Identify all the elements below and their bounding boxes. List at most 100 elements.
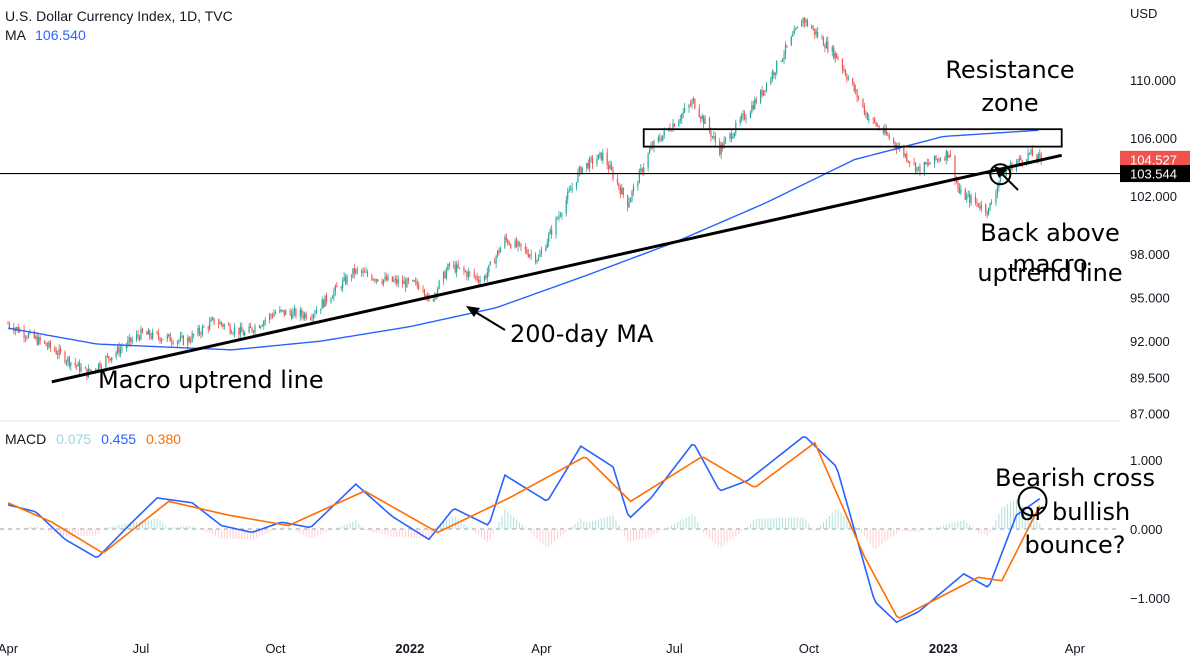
candle: [147, 327, 149, 335]
histogram-bar: [115, 525, 117, 529]
candle: [138, 334, 141, 342]
candle: [213, 317, 215, 326]
histogram-bar: [782, 518, 784, 529]
price-axis: 110.000 106.000 102.000 98.000 95.000 92.000 8…: [1130, 73, 1177, 422]
candle: [222, 323, 224, 330]
histogram-bar: [910, 529, 912, 532]
candle: [862, 98, 864, 109]
candle: [223, 323, 225, 330]
histogram-bar: [1007, 504, 1009, 529]
candle: [432, 298, 434, 302]
ma-arrow: [466, 306, 506, 331]
candle: [137, 330, 139, 341]
candle: [320, 308, 322, 315]
histogram-bar: [972, 527, 974, 529]
histogram-bar: [951, 523, 953, 529]
histogram-bar: [472, 529, 474, 531]
candle: [38, 334, 40, 346]
histogram-bar: [405, 529, 407, 538]
candle: [217, 318, 220, 329]
histogram-bar: [948, 523, 950, 529]
histogram-bar: [901, 529, 903, 532]
candle: [35, 334, 37, 340]
histogram-bar: [761, 518, 763, 529]
histogram-bar: [451, 516, 453, 529]
candle: [609, 160, 611, 170]
histogram-bar: [200, 529, 202, 530]
histogram-bar: [188, 526, 190, 529]
candle: [977, 203, 979, 208]
histogram-bar: [939, 526, 941, 529]
candle: [575, 182, 578, 191]
histogram-bar: [960, 520, 962, 529]
histogram-bar: [703, 529, 705, 533]
candle: [958, 183, 960, 194]
candle: [198, 325, 201, 337]
candle: [703, 115, 705, 128]
candle: [260, 325, 262, 330]
histogram-bar: [688, 515, 690, 529]
macd-histogram: [7, 499, 1041, 549]
candle: [494, 257, 496, 264]
candle: [651, 141, 654, 150]
candle: [916, 167, 918, 175]
candle: [755, 96, 757, 105]
time-tick-label: Jul: [666, 641, 683, 656]
histogram-bar: [63, 529, 65, 537]
histogram-bar: [124, 523, 126, 529]
histogram-bar: [171, 527, 173, 529]
time-tick-label: Oct: [799, 641, 820, 656]
histogram-bar: [872, 529, 874, 548]
candle: [909, 161, 911, 168]
histogram-bar: [136, 521, 138, 529]
macd-tick-label: 1.000: [1130, 453, 1163, 468]
histogram-bar: [42, 529, 44, 530]
histogram-bar: [118, 525, 120, 529]
histogram-bar: [846, 518, 848, 529]
candle: [527, 248, 529, 258]
histogram-bar: [276, 529, 278, 530]
price-tick-label: 92.000: [1130, 334, 1170, 349]
candle: [273, 309, 275, 318]
uptrend-label: Macro uptrend line: [98, 366, 324, 394]
candle: [220, 321, 222, 327]
candle: [77, 361, 79, 367]
histogram-bar: [203, 529, 205, 531]
histogram-bar: [293, 529, 295, 531]
histogram-bar: [83, 529, 85, 536]
candle: [415, 277, 417, 286]
histogram-bar: [504, 509, 506, 529]
candle: [986, 209, 988, 219]
histogram-bar: [16, 529, 18, 530]
price-tick-label: 87.000: [1130, 407, 1170, 422]
histogram-bar: [554, 529, 556, 542]
histogram-bar: [296, 529, 298, 532]
candle: [68, 355, 70, 369]
candle: [621, 183, 623, 195]
candle: [55, 347, 57, 355]
candle: [724, 136, 727, 145]
histogram-bar: [384, 529, 386, 535]
candle: [906, 150, 908, 163]
candle: [885, 124, 887, 136]
macd-tick-label: −1.000: [1130, 591, 1170, 606]
histogram-bar: [545, 529, 547, 547]
candle: [629, 197, 632, 203]
candle: [178, 338, 180, 345]
histogram-bar: [559, 529, 561, 537]
histogram-bar: [653, 529, 655, 535]
candle: [996, 183, 998, 199]
histogram-bar: [486, 529, 488, 543]
histogram-bar: [13, 529, 15, 530]
histogram-bar: [837, 509, 839, 529]
histogram-bar: [168, 527, 170, 529]
histogram-bar: [565, 529, 567, 532]
candle: [688, 103, 690, 113]
candle: [597, 154, 600, 160]
candle: [404, 277, 407, 293]
candle: [371, 273, 373, 282]
histogram-bar: [413, 529, 415, 538]
candle: [659, 133, 661, 143]
candle: [131, 336, 133, 344]
